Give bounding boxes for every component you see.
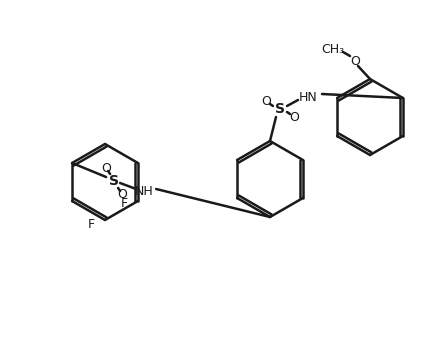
Text: O: O xyxy=(101,161,111,175)
Text: F: F xyxy=(87,217,95,231)
Text: O: O xyxy=(117,187,127,201)
Text: HN: HN xyxy=(298,91,317,104)
Text: F: F xyxy=(120,196,127,210)
Text: O: O xyxy=(289,111,299,124)
Text: CH₃: CH₃ xyxy=(322,42,344,55)
Text: S: S xyxy=(109,174,119,188)
Text: O: O xyxy=(261,95,271,107)
Text: O: O xyxy=(350,55,360,67)
Text: S: S xyxy=(275,102,285,116)
Text: NH: NH xyxy=(135,185,154,197)
